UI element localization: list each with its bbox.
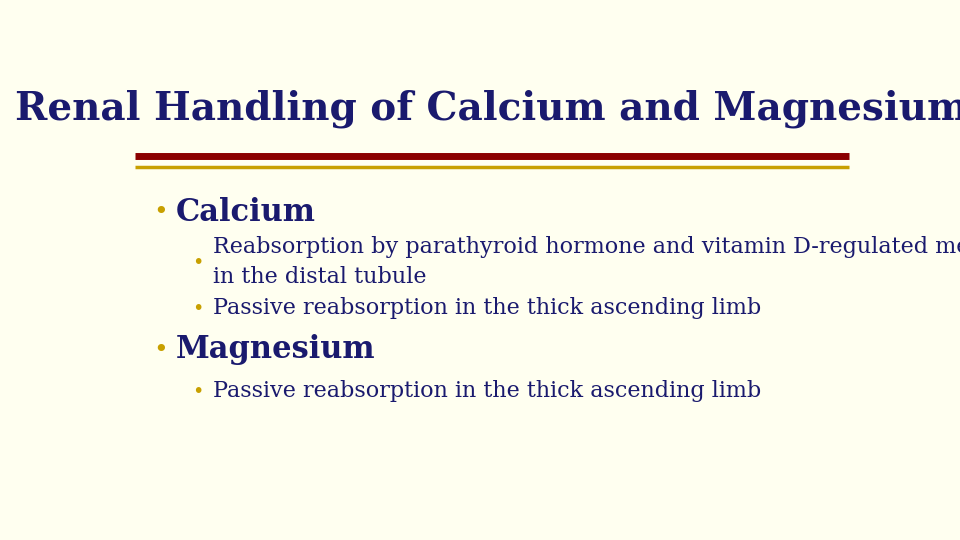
Text: Calcium: Calcium <box>176 197 316 228</box>
Text: Reabsorption by parathyroid hormone and vitamin D-regulated mechanism
in the dis: Reabsorption by parathyroid hormone and … <box>213 237 960 288</box>
Text: •: • <box>154 200 168 225</box>
Text: Passive reabsorption in the thick ascending limb: Passive reabsorption in the thick ascend… <box>213 380 761 402</box>
Text: Magnesium: Magnesium <box>176 334 375 365</box>
Text: •: • <box>192 382 204 401</box>
Text: Passive reabsorption in the thick ascending limb: Passive reabsorption in the thick ascend… <box>213 297 761 319</box>
Text: •: • <box>192 299 204 318</box>
Text: Renal Handling of Calcium and Magnesium: Renal Handling of Calcium and Magnesium <box>15 89 960 127</box>
Text: •: • <box>154 338 168 362</box>
Text: •: • <box>192 253 204 272</box>
